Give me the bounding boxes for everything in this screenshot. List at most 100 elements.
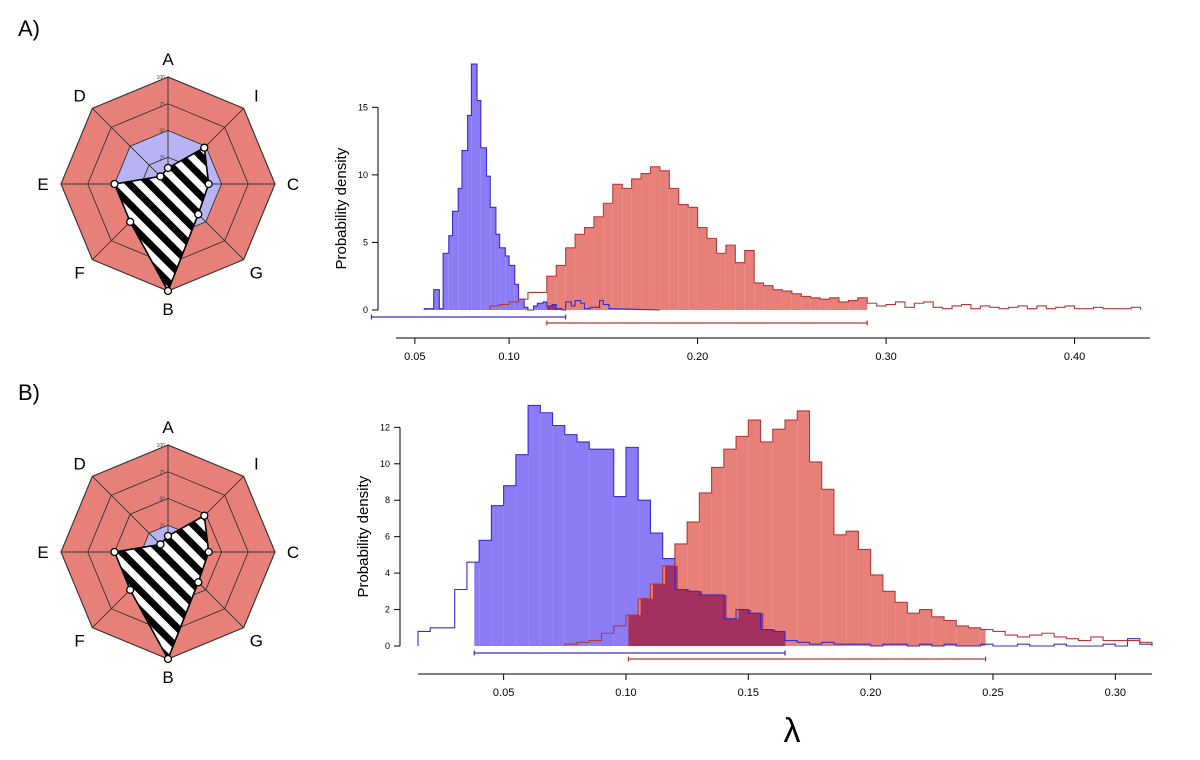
overlap-density-bar (634, 615, 641, 646)
blue-density-bar (479, 540, 492, 646)
x-tick-label: 0.30 (875, 351, 896, 363)
red-density-outline (564, 410, 1153, 646)
overlap-density-bar (677, 589, 684, 646)
blue-density-bar (503, 485, 516, 646)
radar-spoke (92, 108, 169, 185)
red-density-bar (801, 296, 811, 310)
y-tick-label: 12 (380, 422, 390, 432)
red-density-bar (820, 299, 830, 310)
red-density-bar (773, 289, 783, 310)
y-tick-label: 10 (380, 459, 390, 469)
overlap-density-bar (701, 594, 709, 646)
red-density-bar (858, 549, 871, 646)
red-density-bar (833, 534, 847, 646)
overlap-density-bar (640, 598, 648, 646)
blue-density-bar (505, 255, 510, 310)
red-density-bar (760, 441, 773, 646)
blue-density-bar (486, 176, 491, 310)
blue-density-bar (499, 247, 506, 310)
blue-density-bar (439, 308, 444, 310)
blue-density-bar (533, 305, 538, 310)
red-density-bar (631, 178, 642, 310)
radar-axis-label: E (37, 175, 48, 194)
blue-density-bar (601, 449, 614, 646)
radar-data-point (163, 654, 173, 664)
panel-label-b: B) (18, 380, 40, 405)
y-tick-label: 8 (385, 495, 390, 505)
red-density-bar (882, 591, 896, 646)
y-tick-label: 2 (385, 605, 390, 615)
panel-label-a: A) (18, 16, 40, 41)
red-density-bar (735, 262, 745, 310)
red-density-bar (810, 297, 821, 310)
red-density-bar (584, 227, 594, 310)
overlap-density-bar (683, 589, 690, 646)
radar-data-point (156, 540, 165, 549)
radar-axis-label: A (162, 418, 174, 437)
red-density-bar (895, 602, 908, 646)
red-density-bar (791, 293, 802, 310)
radar-ring-label: 25 (159, 523, 165, 529)
red-density-bar (782, 291, 792, 310)
red-density-bar (697, 227, 708, 310)
red-density-bar (748, 420, 761, 646)
overlap-density-bar (738, 609, 745, 646)
radar-data-point (126, 217, 135, 226)
radar-spoke (92, 476, 169, 553)
blue-density-bar (564, 434, 578, 646)
overlap-density-bar (628, 615, 635, 646)
x-axis-label-lambda: λ (784, 712, 801, 750)
y-tick-label: 4 (385, 568, 390, 578)
radar-axis-label: I (254, 455, 259, 474)
overlap-density-bar (671, 565, 678, 646)
red-density-bar (593, 216, 604, 310)
red-density-bar (723, 449, 737, 646)
red-density-bar (622, 188, 632, 310)
red-density-bar (919, 609, 932, 646)
blue-density-bar (543, 301, 547, 310)
x-tick-label: 0.40 (1064, 351, 1085, 363)
radar-data-point (200, 143, 209, 152)
radar-axis-label: C (287, 175, 299, 194)
blue-density-bar (518, 299, 525, 310)
radar-ring-label: 75 (159, 470, 165, 476)
radar-chart-a: 0255075100AICGBFED (37, 50, 299, 319)
red-density-bar (857, 297, 868, 310)
red-density-bar (736, 436, 749, 646)
red-density-bar (725, 245, 736, 310)
overlap-density-bar (551, 304, 557, 310)
overlap-density-bar (707, 594, 715, 646)
y-tick-label: 5 (363, 237, 368, 247)
overlap-density-bar (556, 308, 562, 310)
blue-density-bar (452, 211, 459, 310)
blue-density-bar (490, 207, 496, 310)
histogram-a: 0 5 10 15 Probability density 0.05 0.10 0.20 0.3… (333, 63, 1150, 363)
overlap-density-bar (695, 591, 703, 646)
blue-density-bar (491, 505, 504, 646)
radar-data-point (194, 210, 203, 219)
radar-axis-label: G (250, 631, 263, 650)
red-density-bar (556, 265, 566, 310)
overlap-density-bar (714, 594, 721, 646)
overlap-density-bar (726, 618, 733, 646)
radar-axis-label: F (74, 263, 84, 282)
blue-density-bar (509, 265, 515, 310)
radar-data-point (204, 179, 213, 189)
radar-ring-label: 100 (157, 443, 166, 449)
radar-axis-label: D (73, 455, 85, 474)
overlap-density-bar (652, 584, 660, 646)
red-density-bar (707, 238, 717, 310)
blue-density-bar (524, 307, 528, 310)
y-tick-label: 15 (358, 102, 368, 112)
radar-ring-label: 100 (157, 75, 166, 81)
overlap-density-bar (665, 565, 672, 646)
red-density-bar (980, 629, 986, 646)
blue-density-bar (514, 284, 519, 310)
red-density-bar (603, 203, 613, 310)
overlap-density-bar (720, 594, 727, 646)
overlap-density-bar (658, 584, 666, 646)
radar-axis-label: F (74, 631, 84, 650)
red-density-bar (797, 410, 810, 646)
red-density-bar (688, 207, 698, 310)
